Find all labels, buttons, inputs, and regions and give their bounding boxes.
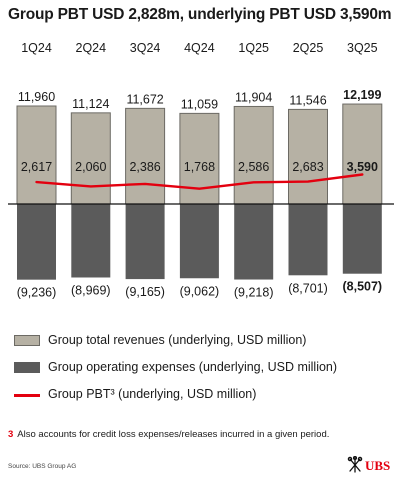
legend-swatch-pbt [14,394,40,397]
expense-label-2q25: (8,701) [288,281,328,295]
category-label-3q25: 3Q25 [347,41,378,55]
expense-bar-1q24 [17,204,56,280]
legend-swatch-revenues [14,335,40,346]
expense-label-3q25: (8,507) [342,280,382,294]
ubs-logo-text: UBS [365,458,391,473]
expense-bar-2q24 [71,204,111,278]
expense-bar-1q25 [234,204,274,280]
category-label-1q24: 1Q24 [21,41,52,55]
ubs-keys-icon [347,456,363,473]
footnote-number: 3 [8,429,14,440]
legend-label-pbt: Group PBT³ (underlying, USD million) [48,387,257,401]
pbt-label-1q24: 2,617 [21,160,52,174]
revenue-bar-4q24 [179,112,220,205]
expense-bar-3q25 [342,204,382,274]
pbt-line [35,173,364,190]
revenue-bar-2q25 [288,108,328,205]
revenue-label-2q24: 11,124 [72,97,109,111]
pbt-label-3q24: 2,386 [129,160,160,174]
category-label-3q24: 3Q24 [130,41,161,55]
category-label-1q25: 1Q25 [238,41,269,55]
category-label-4q24: 4Q24 [184,41,215,55]
revenue-label-4q24: 11,059 [181,97,218,111]
expense-label-1q24: (9,236) [17,286,57,300]
pbt-label-4q24: 1,768 [184,160,215,174]
pbt-chart: 1Q24 11,960 (9,236) 2,617 2Q24 11,124 (8,969) 2… [8,41,394,300]
expense-label-4q24: (9,062) [180,284,220,298]
legend-label-expenses: Group operating expenses (underlying, US… [48,360,338,374]
expense-label-1q25: (9,218) [234,286,274,300]
revenue-bar-1q25 [233,105,274,205]
pbt-label-2q25: 2,683 [292,160,323,174]
revenue-label-1q24: 11,960 [18,90,55,104]
revenue-bar-2q24 [70,112,111,205]
category-label-2q24: 2Q24 [76,41,107,55]
legend-swatch-expenses [14,362,40,373]
footnote-text: Also accounts for credit loss expenses/r… [17,429,330,440]
revenue-label-1q25: 11,904 [235,90,272,104]
revenue-label-2q25: 11,546 [289,93,326,107]
page-title: Group PBT USD 2,828m, underlying PBT USD… [8,6,392,23]
expense-bar-3q24 [125,204,165,280]
pbt-label-2q24: 2,060 [75,160,106,174]
legend-label-revenues: Group total revenues (underlying, USD mi… [48,333,307,347]
source-note: Source: UBS Group AG [8,463,77,470]
revenue-label-3q25: 12,199 [343,88,381,102]
category-label-2q25: 2Q25 [293,41,324,55]
revenue-bar-3q24 [125,107,166,205]
expense-label-2q24: (8,969) [71,283,111,297]
expense-label-3q24: (9,165) [125,285,165,299]
revenue-bar-1q24 [16,105,57,205]
expense-bar-2q25 [288,204,328,276]
pbt-label-3q25: 3,590 [347,160,378,174]
revenue-label-3q24: 11,672 [126,92,163,106]
pbt-label-1q25: 2,586 [238,160,269,174]
ubs-logo: UBS [346,456,396,474]
revenue-bar-3q25 [342,103,383,205]
expense-bar-4q24 [179,204,219,279]
footnote: 3 Also accounts for credit loss expenses/… [8,429,329,440]
